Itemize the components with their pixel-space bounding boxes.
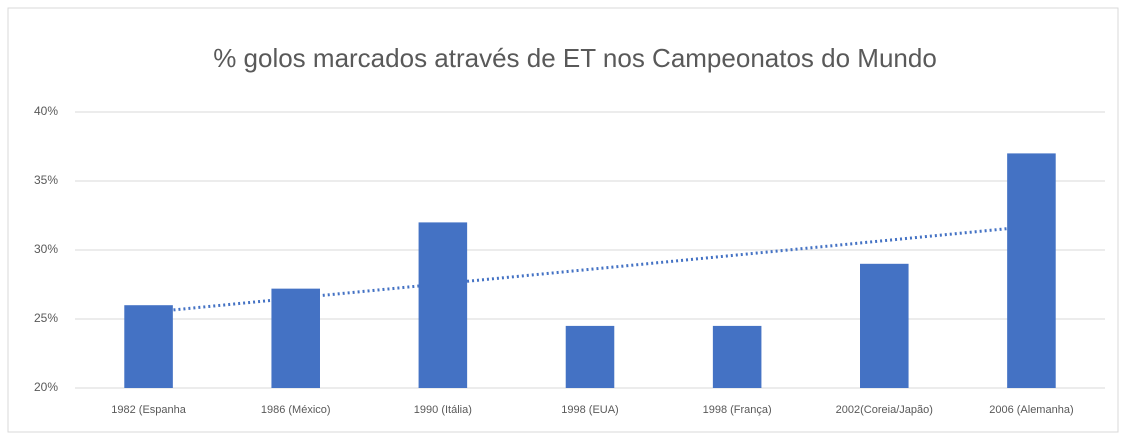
bar <box>124 305 173 388</box>
x-tick-label: 1998 (França) <box>703 404 772 416</box>
chart-title: % golos marcados através de ET nos Campe… <box>213 43 937 73</box>
bar <box>1007 153 1056 388</box>
bar <box>565 325 615 388</box>
bar <box>712 325 762 388</box>
y-tick-label: 25% <box>34 311 58 325</box>
x-tick-label: 1986 (México) <box>261 404 331 416</box>
x-tick-label: 1982 (Espanha <box>111 404 186 416</box>
x-tick-label: 1998 (EUA) <box>561 404 618 416</box>
bar <box>860 263 909 388</box>
chart-border <box>7 7 1119 433</box>
x-tick-label: 2006 (Alemanha) <box>989 404 1073 416</box>
y-tick-label: 20% <box>34 380 58 394</box>
bar <box>271 288 320 388</box>
y-tick-label: 40% <box>34 104 58 118</box>
y-tick-label: 30% <box>34 242 58 256</box>
bar <box>418 222 468 388</box>
y-tick-label: 35% <box>34 173 58 187</box>
x-tick-label: 2002(Coreia/Japão) <box>836 404 933 416</box>
x-tick-label: 1990 (Itália) <box>414 404 472 416</box>
